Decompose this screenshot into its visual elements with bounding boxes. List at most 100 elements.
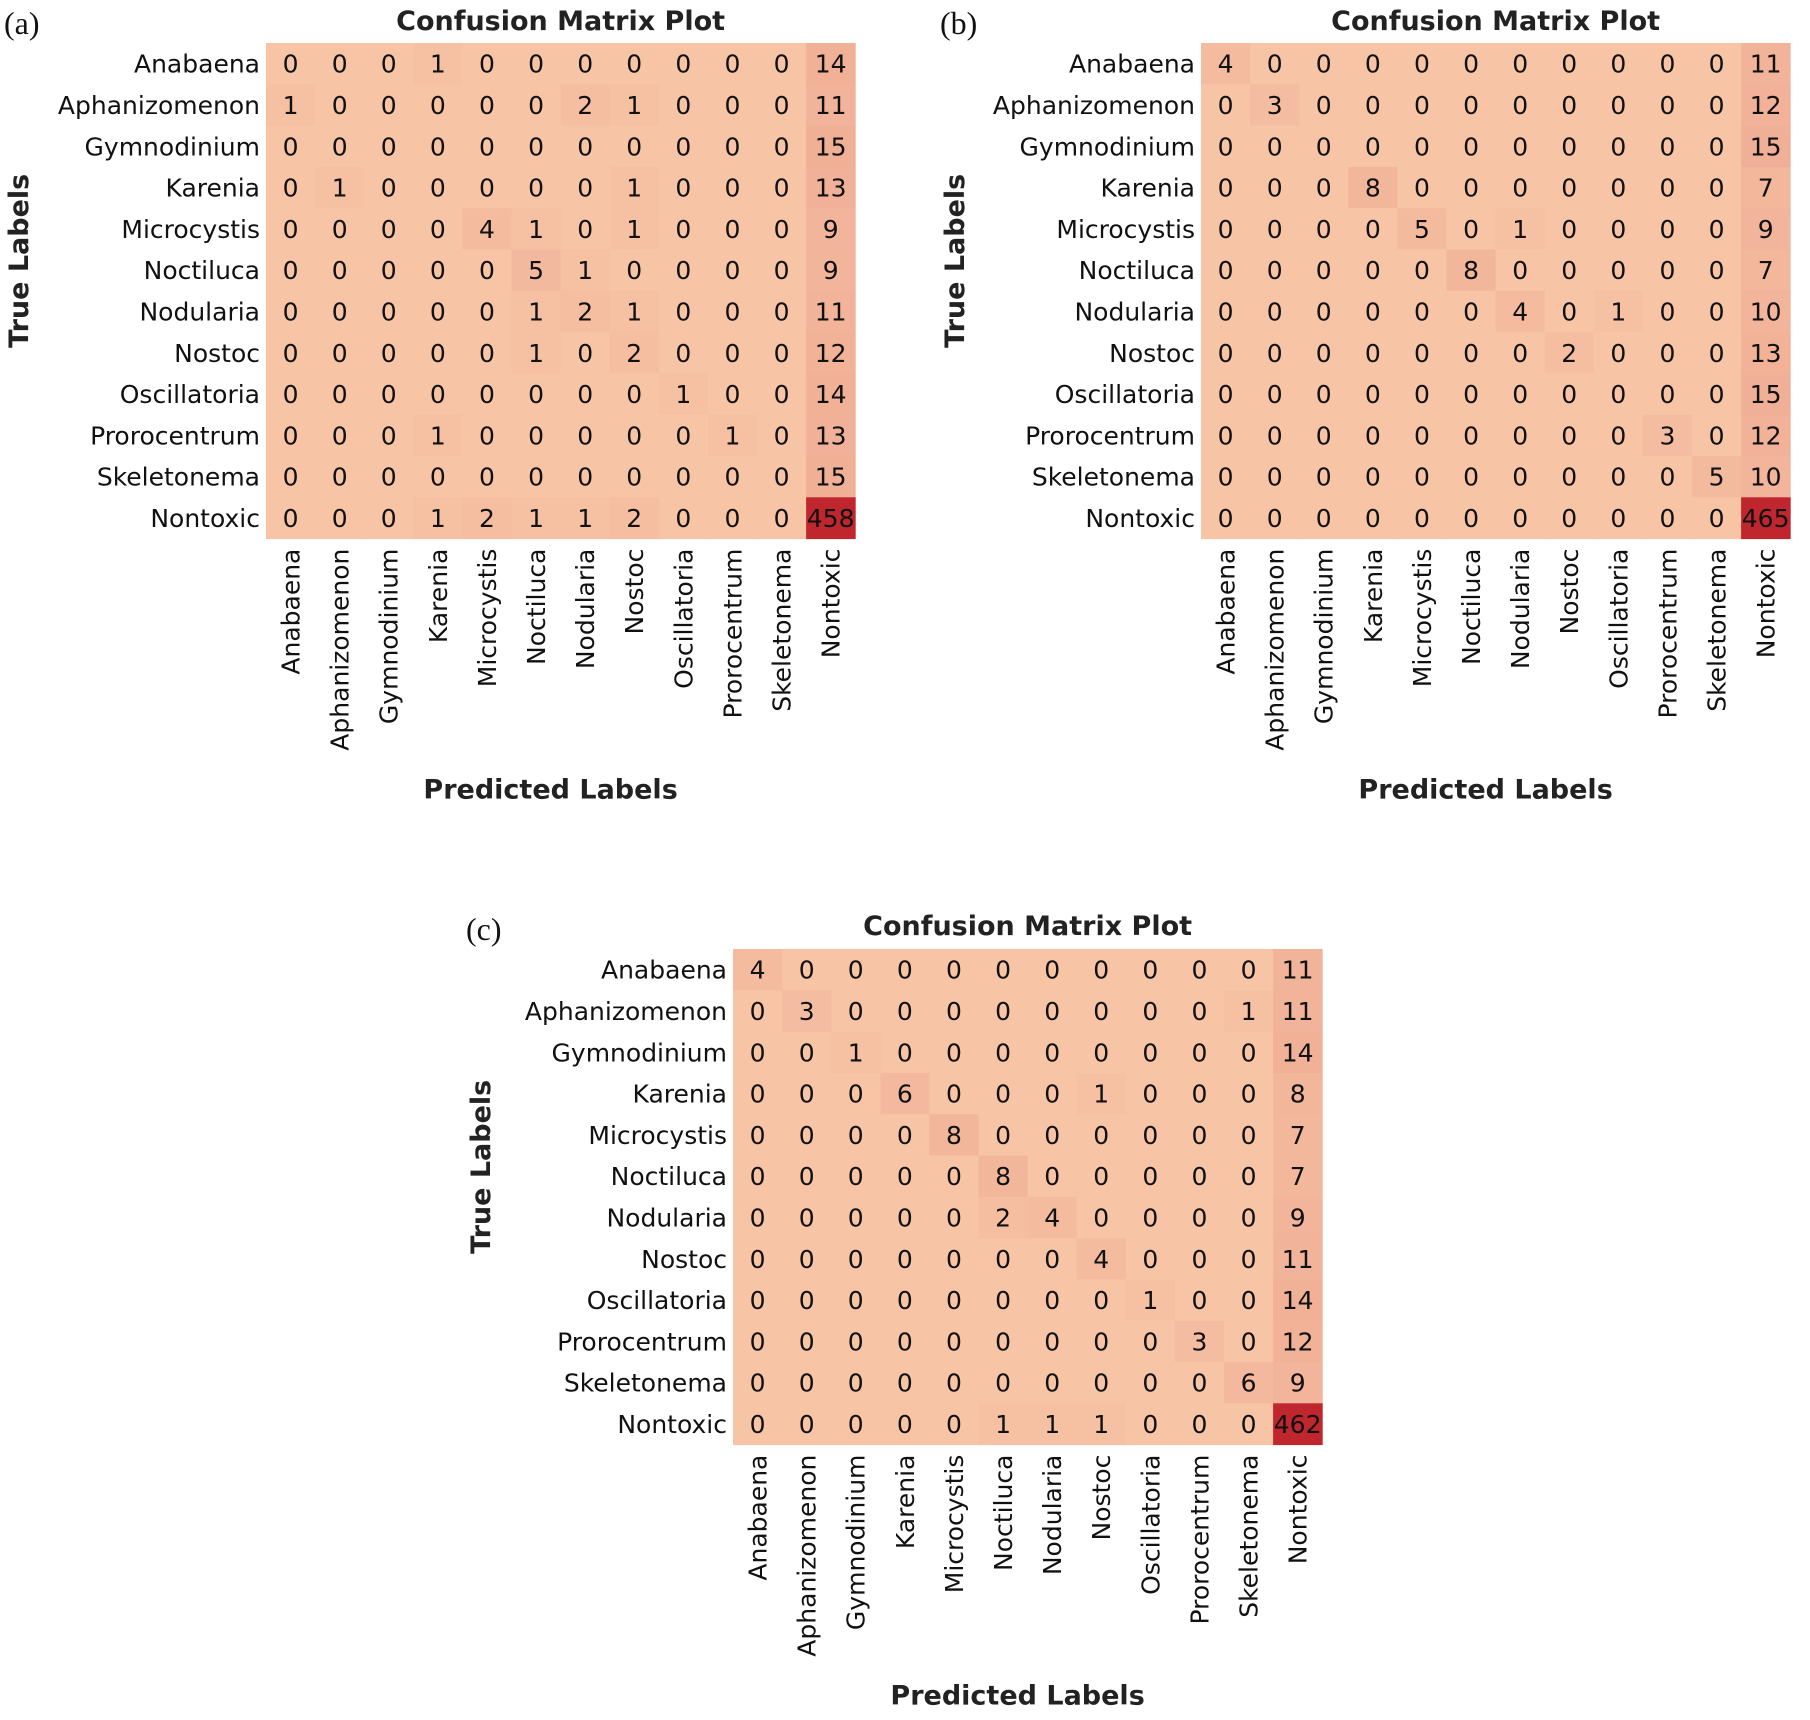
cell-value: 0: [430, 174, 446, 203]
matrix-cell: [1642, 43, 1693, 85]
matrix-cell: [1273, 1320, 1323, 1363]
matrix-cell: [806, 414, 856, 457]
matrix-cell: [1273, 1279, 1323, 1322]
cell-value: 0: [1218, 339, 1234, 368]
matrix-cell: [733, 1320, 783, 1363]
cell-value: 0: [626, 421, 642, 450]
matrix-cell: [757, 414, 807, 457]
matrix-cell: [1397, 84, 1447, 127]
cell-value: 0: [724, 256, 740, 285]
matrix-cell: [1224, 990, 1274, 1033]
cell-value: 0: [430, 132, 446, 161]
cell-value: 0: [479, 297, 495, 326]
matrix-cell: [413, 43, 463, 85]
matrix-cell: [707, 43, 758, 85]
matrix-cell: [880, 1362, 930, 1404]
cell-value: 0: [1659, 215, 1675, 244]
matrix-cell: [1348, 497, 1398, 540]
cell-value: 0: [848, 1121, 864, 1150]
matrix-cell: [707, 414, 758, 457]
matrix-cell: [511, 373, 562, 416]
cell-value: 0: [897, 1162, 913, 1191]
matrix-cell: [1446, 166, 1497, 209]
cell-value: 0: [1316, 504, 1332, 533]
cell-value: 0: [1414, 132, 1430, 161]
cell-value: 0: [1316, 174, 1332, 203]
y-tick-label: Nostoc: [641, 1245, 727, 1274]
x-tick-label: Nontoxic: [1284, 1455, 1313, 1565]
cell-value: 1: [626, 297, 642, 326]
matrix-cell: [1250, 414, 1300, 457]
cell-value: 0: [283, 256, 299, 285]
matrix-cell: [806, 497, 856, 540]
cell-value: 0: [1561, 463, 1577, 492]
x-tick-label: Oscillatoria: [669, 549, 698, 689]
cell-value: 0: [381, 297, 397, 326]
cell-value: 0: [577, 380, 593, 409]
matrix-cell: [560, 414, 611, 457]
cell-value: 0: [626, 132, 642, 161]
matrix-cell: [929, 1320, 979, 1363]
x-tick-label: Prorocentrum: [718, 549, 747, 719]
cell-value: 0: [1610, 421, 1626, 450]
cell-value: 0: [332, 504, 348, 533]
y-tick-label: Prorocentrum: [1025, 421, 1195, 450]
cell-value: 0: [577, 174, 593, 203]
matrix-cell: [1125, 949, 1176, 991]
cell-value: 0: [774, 215, 790, 244]
matrix-cell: [266, 290, 316, 333]
cell-value: 0: [995, 956, 1011, 985]
cell-value: 0: [1463, 339, 1479, 368]
chart-title: Confusion Matrix Plot: [863, 911, 1192, 942]
cell-value: 0: [1316, 256, 1332, 285]
cell-value: 9: [823, 256, 839, 285]
matrix-cell: [1544, 166, 1595, 209]
cell-value: 11: [815, 297, 847, 326]
cell-value: 0: [724, 339, 740, 368]
cell-value: 0: [1414, 339, 1430, 368]
matrix-cell: [1397, 249, 1447, 292]
cell-value: 0: [1316, 463, 1332, 492]
cell-value: 0: [799, 1327, 815, 1356]
matrix-cell: [733, 949, 783, 991]
matrix-cell: [1201, 290, 1251, 333]
y-tick-label: Karenia: [1101, 174, 1196, 203]
matrix-cell: [733, 1279, 783, 1322]
cell-value: 7: [1290, 1121, 1306, 1150]
y-tick-label: Noctiluca: [611, 1162, 727, 1191]
cell-value: 0: [1512, 463, 1528, 492]
matrix-cell: [1201, 125, 1251, 168]
x-tick-label: Oscillatoria: [1136, 1455, 1165, 1595]
cell-value: 0: [1709, 215, 1725, 244]
matrix-cell: [658, 373, 709, 416]
cell-value: 8: [946, 1121, 962, 1150]
y-tick-label: Nodularia: [1074, 297, 1195, 326]
matrix-cell: [1299, 332, 1349, 374]
matrix-cell: [1544, 497, 1595, 540]
matrix-cell: [1076, 1362, 1127, 1404]
cell-value: 0: [799, 1121, 815, 1150]
matrix-cell: [1446, 414, 1497, 457]
matrix-cell: [1692, 497, 1742, 540]
cell-value: 0: [1659, 463, 1675, 492]
matrix-cell: [413, 208, 463, 250]
cell-value: 0: [946, 1162, 962, 1191]
cell-value: 0: [724, 504, 740, 533]
matrix-cell: [1397, 166, 1447, 209]
cell-value: 0: [1191, 1038, 1207, 1067]
matrix-cell: [609, 43, 660, 85]
matrix-cell: [782, 1362, 832, 1404]
matrix-cell: [1027, 1362, 1078, 1404]
cell-value: 0: [995, 1286, 1011, 1315]
x-tick-label: Gymnodinium: [375, 549, 404, 724]
matrix-cell: [560, 249, 611, 292]
cell-value: 1: [626, 215, 642, 244]
cell-value: 0: [430, 256, 446, 285]
matrix-cell: [658, 125, 709, 168]
cell-value: 0: [626, 380, 642, 409]
y-tick-label: Oscillatoria: [120, 380, 260, 409]
matrix-cell: [1076, 1238, 1127, 1280]
matrix-cell: [1741, 125, 1791, 168]
matrix-cell: [462, 332, 512, 374]
cell-value: 0: [381, 50, 397, 79]
